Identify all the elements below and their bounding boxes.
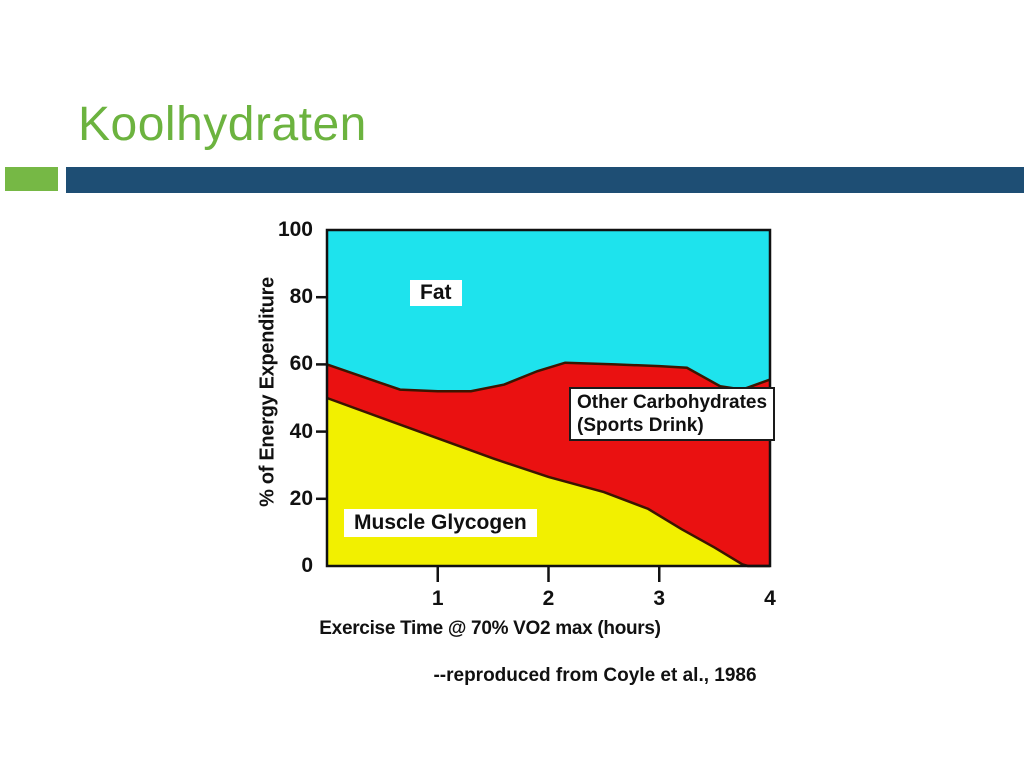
y-tick-label-40: 40 xyxy=(289,419,313,443)
x-tick-label-4: 4 xyxy=(764,587,776,610)
divider-bar xyxy=(66,167,1024,193)
x-tick-label-3: 3 xyxy=(653,587,666,610)
y-tick-label-20: 20 xyxy=(289,486,313,510)
x-tick-label-2: 2 xyxy=(542,587,555,610)
source-caption: --reproduced from Coyle et al., 1986 xyxy=(433,665,757,686)
x-tick-label-1: 1 xyxy=(431,587,444,610)
y-tick-label-0: 0 xyxy=(301,554,313,577)
y-tick-label-60: 60 xyxy=(289,352,313,376)
accent-square xyxy=(5,167,58,191)
muscle-glycogen-area-label: Muscle Glycogen xyxy=(344,509,537,537)
other-carbohydrates-label-line1: Other Carbohydrates xyxy=(577,392,768,413)
other-carbohydrates-area-label: Other Carbohydrates (Sports Drink) xyxy=(569,387,776,442)
x-axis-title: Exercise Time @ 70% VO2 max (hours) xyxy=(319,618,661,639)
y-tick-label-80: 80 xyxy=(289,285,313,309)
y-axis-title: % of Energy Expenditure xyxy=(256,277,279,507)
y-tick-label-100: 100 xyxy=(277,218,313,241)
other-carbohydrates-label-line2: (Sports Drink) xyxy=(577,415,704,437)
slide-title: Koolhydraten xyxy=(78,98,367,151)
fat-area-label: Fat xyxy=(410,280,462,306)
